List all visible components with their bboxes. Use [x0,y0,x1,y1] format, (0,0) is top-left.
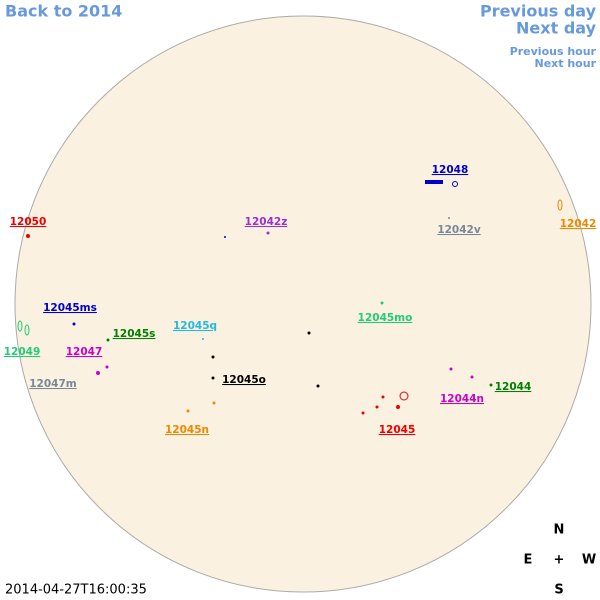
sunspots [17,180,563,415]
next-day-link[interactable]: Next day [516,19,597,38]
previous-day-link[interactable]: Previous day [480,2,597,21]
previous-hour-link[interactable]: Previous hour [510,45,597,58]
region-label[interactable]: 12045 [379,424,416,436]
compass-west: W [582,553,596,568]
region-label[interactable]: 12050 [10,216,47,228]
region-label[interactable]: 12045q [173,320,217,332]
compass-south: S [554,583,563,598]
region-label[interactable]: 12044 [495,381,532,393]
timestamp: 2014-04-27T16:00:35 [5,583,147,598]
region-label[interactable]: 12045o [222,374,266,386]
region-label[interactable]: 12042v [437,224,481,236]
region-label[interactable]: 12042 [560,218,597,230]
region-label[interactable]: 12045ms [43,302,97,314]
region-label[interactable]: 12049 [4,346,41,358]
region-label[interactable]: 12044n [440,393,484,405]
compass-east: E [524,553,533,568]
compass-center: + [554,553,565,568]
solar-disk [14,15,592,593]
region-label[interactable]: 12047 [66,346,103,358]
back-link[interactable]: Back to 2014 [5,2,122,21]
region-label[interactable]: 12048 [432,164,469,176]
region-label[interactable]: 12047m [29,378,77,390]
compass-north: N [554,523,565,538]
region-label[interactable]: 12045s [113,328,156,340]
next-hour-link[interactable]: Next hour [535,57,597,70]
region-label[interactable]: 12045n [165,424,209,436]
region-label[interactable]: 12045mo [358,312,413,324]
region-label[interactable]: 12042z [245,216,288,228]
